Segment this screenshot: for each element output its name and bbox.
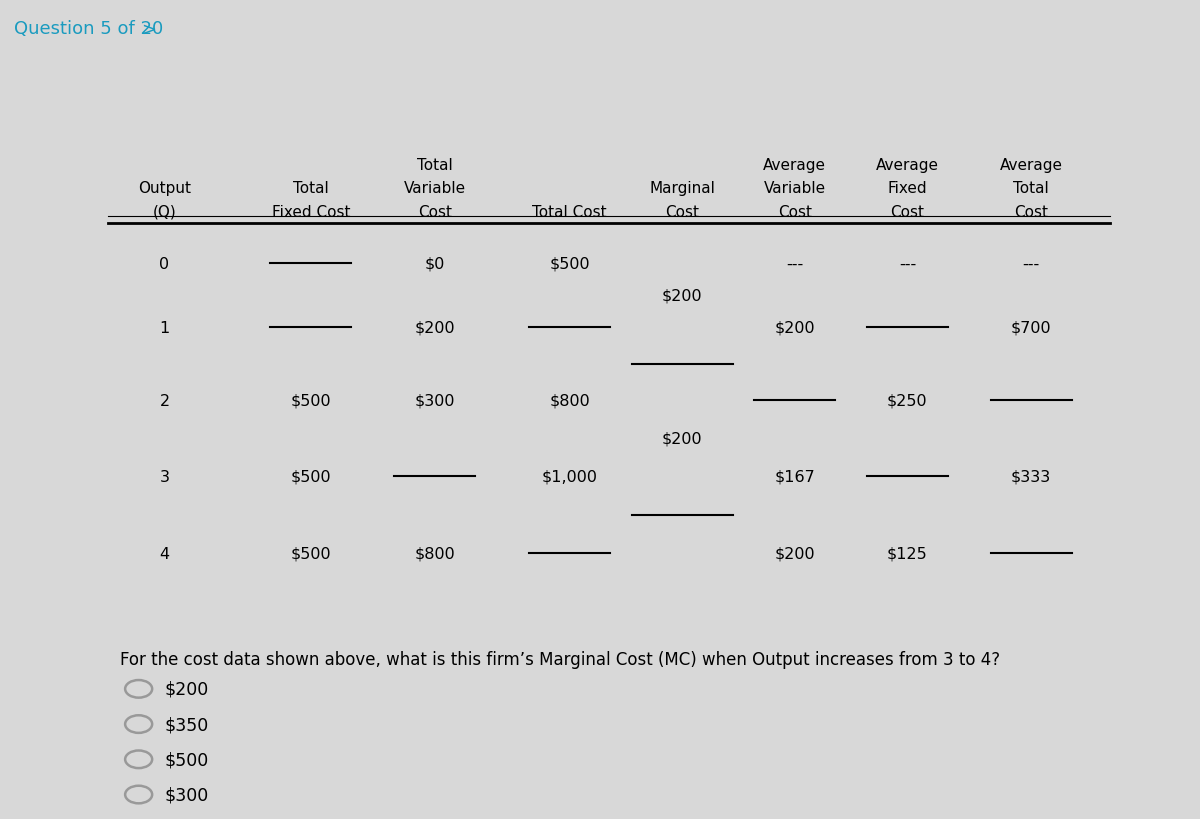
Text: $800: $800 <box>414 546 455 561</box>
Text: 4: 4 <box>160 546 169 561</box>
Text: Variable: Variable <box>764 181 826 196</box>
Text: Cost: Cost <box>665 204 700 219</box>
Text: Variable: Variable <box>403 181 466 196</box>
Text: $333: $333 <box>1012 469 1051 484</box>
Text: Fixed Cost: Fixed Cost <box>271 204 350 219</box>
Text: Total: Total <box>1013 181 1049 196</box>
Text: $200: $200 <box>774 546 815 561</box>
Text: $200: $200 <box>662 288 703 303</box>
Text: Total: Total <box>416 157 452 172</box>
Text: 1: 1 <box>160 320 169 335</box>
Text: $250: $250 <box>887 393 928 409</box>
Text: (Q): (Q) <box>152 204 176 219</box>
Text: Question 5 of 20: Question 5 of 20 <box>14 20 163 38</box>
Text: Cost: Cost <box>1014 204 1049 219</box>
Text: Fixed: Fixed <box>888 181 928 196</box>
Text: $500: $500 <box>290 469 331 484</box>
Text: 3: 3 <box>160 469 169 484</box>
Text: $350: $350 <box>164 715 209 733</box>
Text: Cost: Cost <box>778 204 812 219</box>
Text: For the cost data shown above, what is this firm’s Marginal Cost (MC) when Outpu: For the cost data shown above, what is t… <box>120 650 1000 668</box>
Text: $500: $500 <box>164 750 209 768</box>
Text: Average: Average <box>1000 157 1063 172</box>
Text: ---: --- <box>786 256 804 271</box>
Text: $300: $300 <box>414 393 455 409</box>
Text: ---: --- <box>899 256 916 271</box>
Text: Total Cost: Total Cost <box>533 204 607 219</box>
Text: Cost: Cost <box>418 204 451 219</box>
Text: Output: Output <box>138 181 191 196</box>
Text: $200: $200 <box>662 431 703 446</box>
Text: $300: $300 <box>164 785 209 803</box>
Text: $800: $800 <box>550 393 590 409</box>
Text: Average: Average <box>876 157 938 172</box>
Text: $500: $500 <box>550 256 590 271</box>
Text: $200: $200 <box>774 320 815 335</box>
Text: $1,000: $1,000 <box>541 469 598 484</box>
Text: >: > <box>142 20 156 38</box>
Text: $500: $500 <box>290 546 331 561</box>
Text: $200: $200 <box>164 680 209 698</box>
Text: Cost: Cost <box>890 204 924 219</box>
Text: Average: Average <box>763 157 827 172</box>
Text: $700: $700 <box>1010 320 1051 335</box>
Text: 0: 0 <box>160 256 169 271</box>
Text: $125: $125 <box>887 546 928 561</box>
Text: Marginal: Marginal <box>649 181 715 196</box>
Text: $167: $167 <box>774 469 815 484</box>
Text: ---: --- <box>1022 256 1040 271</box>
Text: $0: $0 <box>425 256 445 271</box>
Text: $500: $500 <box>290 393 331 409</box>
Text: Total: Total <box>293 181 329 196</box>
Text: 2: 2 <box>160 393 169 409</box>
Text: $200: $200 <box>414 320 455 335</box>
